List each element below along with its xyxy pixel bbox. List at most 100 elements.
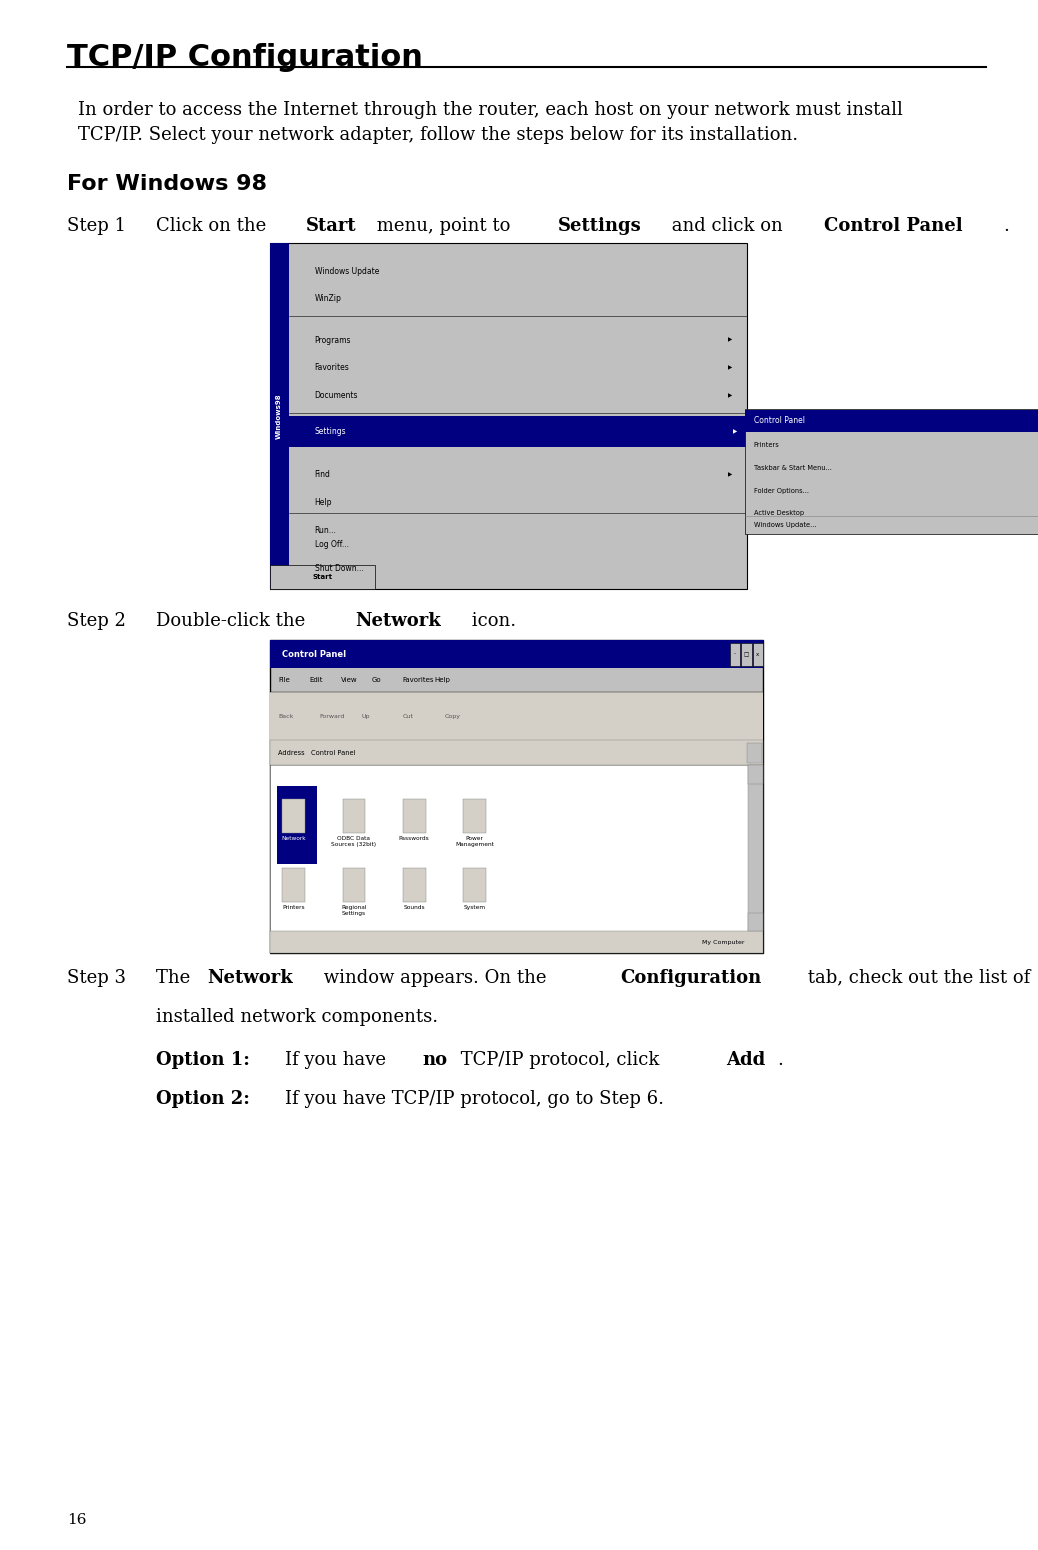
Text: Network: Network [356,612,441,631]
Text: .: . [776,1051,783,1070]
Text: Step 3: Step 3 [67,969,127,987]
FancyBboxPatch shape [403,868,426,902]
Text: Configuration: Configuration [621,969,762,987]
Text: window appears. On the: window appears. On the [318,969,552,987]
Text: Back: Back [278,713,294,719]
FancyBboxPatch shape [282,798,305,832]
FancyBboxPatch shape [748,766,763,932]
Text: Shut Down...: Shut Down... [315,564,363,573]
Text: Up: Up [361,713,370,719]
Text: Network: Network [281,835,306,840]
Text: -: - [734,651,736,657]
Text: Control Panel: Control Panel [824,217,962,236]
Text: Settings: Settings [315,428,346,436]
Text: Address   Control Panel: Address Control Panel [278,750,356,756]
FancyBboxPatch shape [403,798,426,832]
FancyBboxPatch shape [463,868,486,902]
Text: Taskbar & Start Menu...: Taskbar & Start Menu... [754,465,831,471]
Text: Documents: Documents [315,391,358,400]
Text: View: View [340,677,357,684]
Text: .: . [1003,217,1009,236]
Text: Favorites: Favorites [403,677,434,684]
Text: menu, point to: menu, point to [371,217,516,236]
Text: ▶: ▶ [728,338,732,343]
Text: File: File [278,677,290,684]
FancyBboxPatch shape [270,932,763,953]
FancyBboxPatch shape [289,415,746,448]
FancyBboxPatch shape [270,640,763,953]
Text: If you have TCP/IP protocol, go to Step 6.: If you have TCP/IP protocol, go to Step … [284,1090,664,1108]
Text: Settings: Settings [558,217,641,236]
FancyBboxPatch shape [270,243,289,589]
Text: Active Desktop: Active Desktop [754,510,803,516]
Text: If you have: If you have [284,1051,391,1070]
Text: Windows Update: Windows Update [315,267,379,276]
Text: Forward: Forward [320,713,345,719]
Text: Power
Management: Power Management [455,835,494,846]
FancyBboxPatch shape [270,564,375,589]
Text: ▶: ▶ [728,473,732,477]
Text: Click on the: Click on the [156,217,272,236]
Text: Folder Options...: Folder Options... [754,488,809,494]
Text: Option 2:: Option 2: [156,1090,255,1108]
Text: Log Off...: Log Off... [315,539,349,549]
FancyBboxPatch shape [745,411,1038,432]
FancyBboxPatch shape [270,691,763,741]
Text: Run...: Run... [315,525,336,535]
FancyBboxPatch shape [741,643,752,665]
FancyBboxPatch shape [270,243,747,589]
Text: Printers: Printers [282,905,305,910]
Text: Find: Find [315,471,330,479]
Text: Printers: Printers [754,442,780,448]
FancyBboxPatch shape [343,868,365,902]
Text: Help: Help [434,677,449,684]
FancyBboxPatch shape [748,913,763,932]
Text: Double-click the: Double-click the [156,612,310,631]
FancyBboxPatch shape [270,640,763,668]
FancyBboxPatch shape [745,409,1038,533]
Text: Control Panel: Control Panel [754,415,804,425]
Text: WinZip: WinZip [315,294,342,304]
Text: Regional
Settings: Regional Settings [342,905,366,916]
Text: Favorites: Favorites [315,363,349,372]
Text: installed network components.: installed network components. [156,1008,438,1026]
FancyBboxPatch shape [747,742,762,763]
Text: ODBC Data
Sources (32bit): ODBC Data Sources (32bit) [331,835,377,846]
FancyBboxPatch shape [753,643,763,665]
Text: Windows98: Windows98 [276,394,282,439]
Text: System: System [463,905,486,910]
Text: For Windows 98: For Windows 98 [67,174,268,194]
Text: and click on: and click on [666,217,789,236]
Text: Help: Help [315,498,332,507]
Text: Go: Go [372,677,381,684]
Text: ▶: ▶ [733,429,737,434]
Text: no: no [422,1051,447,1070]
Text: Copy: Copy [444,713,460,719]
Text: tab, check out the list of: tab, check out the list of [802,969,1031,987]
Text: TCP/IP Configuration: TCP/IP Configuration [67,43,424,73]
Text: Edit: Edit [309,677,323,684]
Text: Add: Add [727,1051,765,1070]
Text: Windows Update...: Windows Update... [754,522,816,527]
Text: Option 1:: Option 1: [156,1051,255,1070]
Text: x: x [756,651,760,657]
FancyBboxPatch shape [282,868,305,902]
FancyBboxPatch shape [343,798,365,832]
Text: 16: 16 [67,1513,87,1527]
Text: Passwords: Passwords [399,835,430,840]
Text: ▶: ▶ [728,366,732,370]
Text: In order to access the Internet through the router, each host on your network mu: In order to access the Internet through … [78,101,903,144]
FancyBboxPatch shape [277,786,317,863]
Text: □: □ [743,651,749,657]
Text: Step 1: Step 1 [67,217,127,236]
Text: TCP/IP protocol, click: TCP/IP protocol, click [455,1051,665,1070]
FancyBboxPatch shape [463,798,486,832]
FancyBboxPatch shape [270,766,748,932]
Text: Cut: Cut [403,713,413,719]
FancyBboxPatch shape [270,741,763,766]
Text: Start: Start [305,217,356,236]
Text: Start: Start [312,574,332,580]
Text: The: The [156,969,196,987]
Text: ▶: ▶ [728,394,732,398]
Text: icon.: icon. [466,612,517,631]
